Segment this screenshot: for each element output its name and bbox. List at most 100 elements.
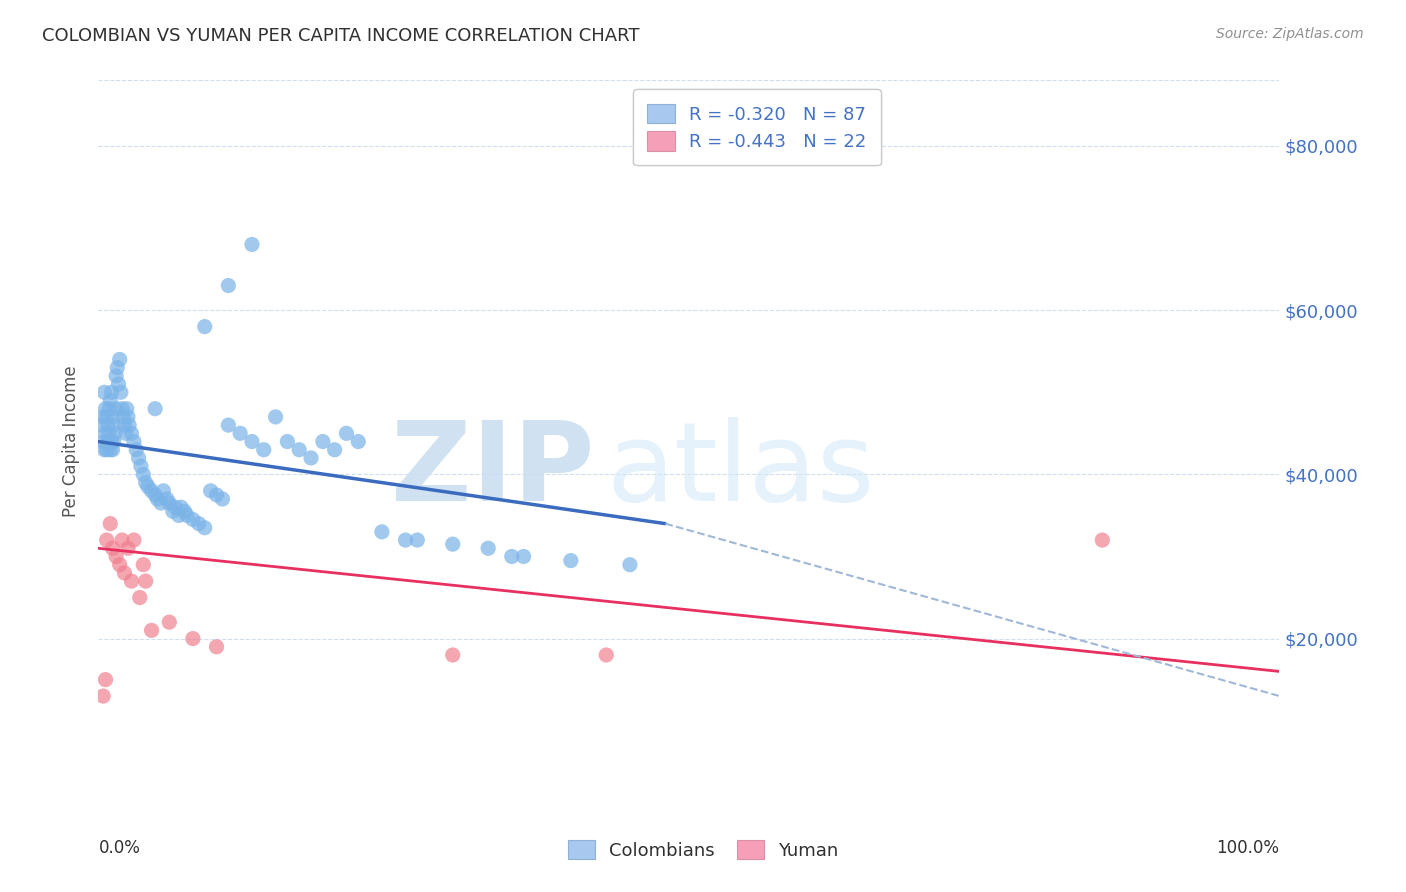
Point: [93, 442, 115, 457]
Text: Source: ZipAtlas.com: Source: ZipAtlas.com: [1216, 27, 1364, 41]
Point: [170, 500, 193, 515]
Point: [335, 426, 357, 441]
Point: [118, 418, 141, 433]
Point: [288, 442, 311, 457]
Point: [101, 442, 124, 457]
Point: [240, 237, 263, 252]
Point: [98, 426, 121, 441]
Point: [167, 508, 190, 523]
Text: ZIP: ZIP: [391, 417, 595, 524]
Point: [125, 442, 148, 457]
Point: [122, 434, 145, 449]
Point: [105, 368, 128, 383]
Point: [91, 689, 114, 703]
Point: [173, 504, 195, 518]
Point: [108, 352, 131, 367]
Point: [136, 480, 159, 494]
Point: [111, 401, 134, 416]
Point: [157, 615, 180, 630]
Point: [253, 442, 276, 457]
Point: [595, 648, 617, 662]
Point: [194, 521, 217, 535]
Point: [108, 558, 131, 572]
Point: [112, 409, 135, 424]
Point: [619, 558, 641, 572]
Point: [104, 426, 127, 441]
Point: [501, 549, 523, 564]
Point: [105, 549, 128, 564]
Point: [229, 426, 252, 441]
Point: [128, 450, 150, 465]
Point: [299, 450, 322, 465]
Point: [394, 533, 416, 547]
Point: [264, 409, 287, 424]
Point: [100, 385, 122, 400]
Point: [406, 533, 429, 547]
Point: [91, 409, 114, 424]
Point: [211, 491, 233, 506]
Point: [97, 418, 120, 433]
Point: [477, 541, 499, 556]
Point: [101, 541, 124, 556]
Point: [1091, 533, 1114, 547]
Point: [100, 434, 122, 449]
Point: [135, 574, 157, 588]
Point: [240, 434, 263, 449]
Point: [276, 434, 298, 449]
Point: [132, 467, 155, 482]
Text: COLOMBIAN VS YUMAN PER CAPITA INCOME CORRELATION CHART: COLOMBIAN VS YUMAN PER CAPITA INCOME COR…: [42, 27, 640, 45]
Point: [91, 434, 114, 449]
Point: [371, 524, 394, 539]
Point: [165, 500, 187, 515]
Point: [115, 401, 138, 416]
Point: [143, 401, 166, 416]
Point: [98, 393, 121, 408]
Point: [107, 377, 129, 392]
Point: [94, 426, 117, 441]
Point: [117, 541, 139, 556]
Point: [181, 632, 204, 646]
Point: [205, 640, 228, 654]
Point: [98, 516, 121, 531]
Point: [96, 442, 118, 457]
Point: [98, 401, 121, 416]
Point: [129, 459, 152, 474]
Point: [312, 434, 335, 449]
Point: [187, 516, 209, 531]
Text: 100.0%: 100.0%: [1216, 838, 1279, 857]
Point: [200, 483, 222, 498]
Y-axis label: Per Capita Income: Per Capita Income: [62, 366, 80, 517]
Point: [91, 418, 114, 433]
Point: [347, 434, 370, 449]
Point: [112, 566, 135, 580]
Point: [141, 483, 163, 498]
Point: [105, 360, 128, 375]
Point: [94, 673, 117, 687]
Point: [103, 418, 125, 433]
Point: [110, 385, 132, 400]
Point: [135, 475, 157, 490]
Point: [98, 442, 121, 457]
Point: [560, 553, 582, 567]
Point: [143, 488, 166, 502]
Point: [512, 549, 534, 564]
Point: [205, 488, 228, 502]
Text: 0.0%: 0.0%: [98, 838, 141, 857]
Point: [156, 491, 179, 506]
Point: [441, 648, 464, 662]
Legend: R = -0.320   N = 87, R = -0.443   N = 22: R = -0.320 N = 87, R = -0.443 N = 22: [633, 89, 880, 165]
Point: [323, 442, 346, 457]
Point: [162, 504, 184, 518]
Point: [105, 401, 128, 416]
Point: [441, 537, 464, 551]
Legend: Colombians, Yuman: Colombians, Yuman: [553, 825, 853, 874]
Point: [93, 385, 115, 400]
Point: [94, 401, 117, 416]
Point: [122, 533, 145, 547]
Point: [121, 574, 143, 588]
Point: [128, 591, 150, 605]
Point: [157, 496, 180, 510]
Point: [111, 533, 134, 547]
Point: [181, 512, 204, 526]
Point: [112, 418, 135, 433]
